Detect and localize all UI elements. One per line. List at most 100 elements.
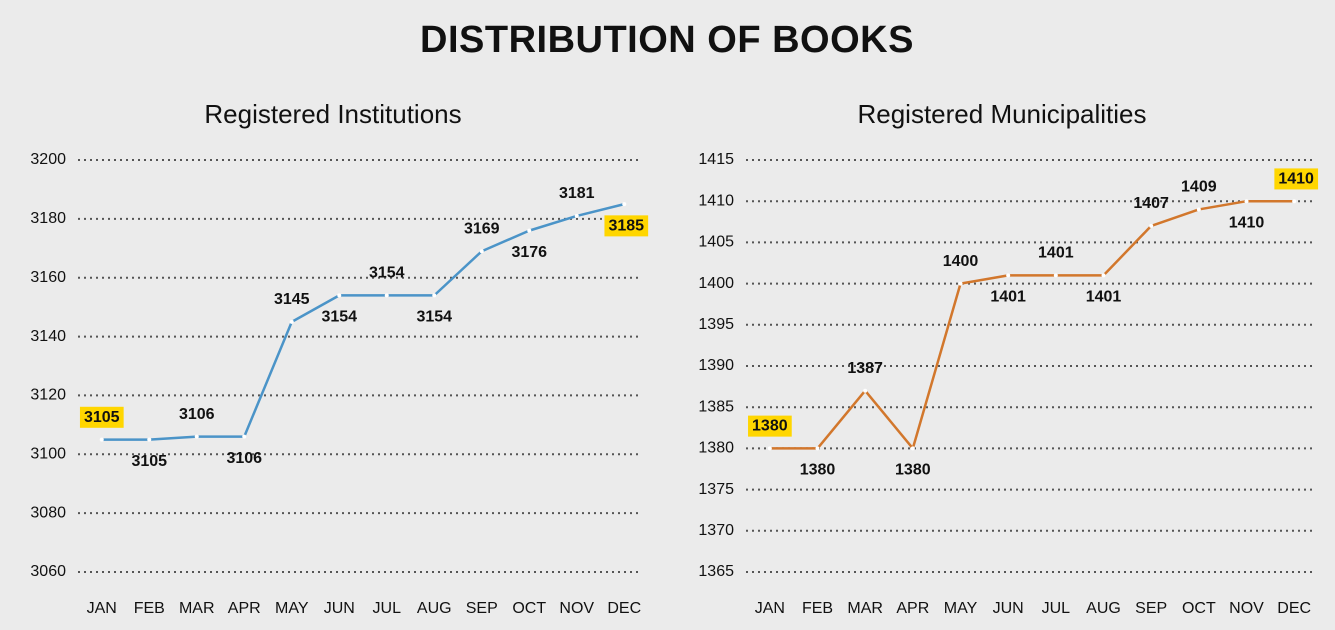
data-label: 3185: [608, 217, 644, 234]
point: [337, 293, 342, 298]
point: [1149, 223, 1154, 228]
x-tick-label: AUG: [1086, 600, 1121, 617]
data-label: 1407: [1133, 195, 1169, 212]
y-tick-label: 1405: [698, 234, 734, 251]
x-tick-label: FEB: [802, 600, 833, 617]
point: [479, 249, 484, 254]
y-tick-label: 3200: [30, 151, 66, 168]
point: [384, 293, 389, 298]
point: [1292, 199, 1297, 204]
x-tick-label: DEC: [607, 600, 641, 617]
data-label: 1387: [847, 360, 883, 377]
y-tick-label: 3120: [30, 387, 66, 404]
line: [101, 202, 625, 441]
data-label: 1380: [895, 462, 931, 479]
x-tick-label: FEB: [134, 600, 165, 617]
x-tick-label: JAN: [755, 600, 785, 617]
x-tick-label: OCT: [1182, 600, 1216, 617]
data-label: 1409: [1181, 179, 1217, 196]
point: [527, 228, 532, 233]
point: [574, 213, 579, 218]
x-tick-label: DEC: [1277, 600, 1311, 617]
x-tick-label: SEP: [1135, 600, 1167, 617]
y-tick-label: 1390: [698, 357, 734, 374]
label-highlight: [748, 415, 792, 437]
data-label: 3106: [226, 450, 262, 467]
data-label: 1401: [1038, 245, 1074, 262]
data-label: 3106: [179, 406, 215, 423]
point: [147, 437, 152, 442]
point: [1244, 199, 1249, 204]
data-label: 1410: [1229, 214, 1265, 231]
point: [863, 388, 868, 393]
y-tick-label: 3140: [30, 328, 66, 345]
y-tick-label: 1400: [698, 275, 734, 292]
label-highlight: [1274, 168, 1319, 190]
point: [432, 293, 437, 298]
point: [767, 446, 772, 451]
point: [1101, 273, 1106, 278]
chart-title: Registered Institutions: [204, 99, 461, 129]
x-tick-label: AUG: [417, 600, 452, 617]
data-label: 3181: [559, 185, 595, 202]
y-tick-label: 1380: [698, 440, 734, 457]
x-tick-label: MAR: [847, 600, 883, 617]
point: [1006, 273, 1011, 278]
label-highlight: [79, 406, 124, 428]
point: [815, 446, 820, 451]
point: [1053, 273, 1058, 278]
x-tick-label: JUL: [373, 600, 402, 617]
y-tick-label: 3080: [30, 504, 66, 521]
data-label: 1380: [752, 418, 788, 435]
x-tick-label: JUN: [993, 600, 1024, 617]
data-label: 3176: [511, 244, 547, 261]
y-tick-label: 1385: [698, 398, 734, 415]
data-label: 1400: [943, 253, 979, 270]
x-tick-label: MAY: [275, 600, 309, 617]
point: [958, 281, 963, 286]
data-label: 3145: [274, 291, 310, 308]
x-tick-label: JUN: [324, 600, 355, 617]
label-highlight: [604, 215, 649, 237]
x-tick-label: NOV: [559, 600, 594, 617]
line: [769, 199, 1295, 450]
point: [910, 446, 915, 451]
x-tick-label: OCT: [512, 600, 546, 617]
y-tick-label: 1375: [698, 481, 734, 498]
point: [622, 202, 627, 207]
main-title: DISTRIBUTION OF BOOKS: [420, 19, 914, 61]
point: [194, 434, 199, 439]
data-label: 1401: [1086, 289, 1122, 306]
chart-title: Registered Municipalities: [857, 99, 1146, 129]
x-tick-label: APR: [896, 600, 929, 617]
y-tick-label: 1395: [698, 316, 734, 333]
y-tick-label: 1415: [698, 151, 734, 168]
x-tick-label: JAN: [87, 600, 117, 617]
y-tick-label: 3180: [30, 210, 66, 227]
data-label: 3154: [321, 309, 357, 326]
x-tick-label: MAY: [944, 600, 978, 617]
data-label: 3154: [416, 309, 452, 326]
x-tick-label: SEP: [466, 600, 498, 617]
y-tick-label: 3160: [30, 269, 66, 286]
x-tick-label: NOV: [1229, 600, 1264, 617]
point: [289, 319, 294, 324]
point: [242, 434, 247, 439]
data-label: 3154: [369, 265, 405, 282]
data-label: 3105: [84, 409, 120, 426]
x-tick-label: MAR: [179, 600, 215, 617]
data-label: 1410: [1278, 170, 1314, 187]
y-tick-label: 1410: [698, 192, 734, 209]
point: [1196, 207, 1201, 212]
y-tick-label: 1365: [698, 563, 734, 580]
x-tick-label: APR: [228, 600, 261, 617]
y-tick-label: 3100: [30, 446, 66, 463]
data-label: 1380: [800, 462, 836, 479]
y-tick-label: 1370: [698, 522, 734, 539]
data-label: 3105: [131, 453, 167, 470]
x-tick-label: JUL: [1042, 600, 1071, 617]
point: [99, 437, 104, 442]
data-label: 3169: [464, 220, 500, 237]
